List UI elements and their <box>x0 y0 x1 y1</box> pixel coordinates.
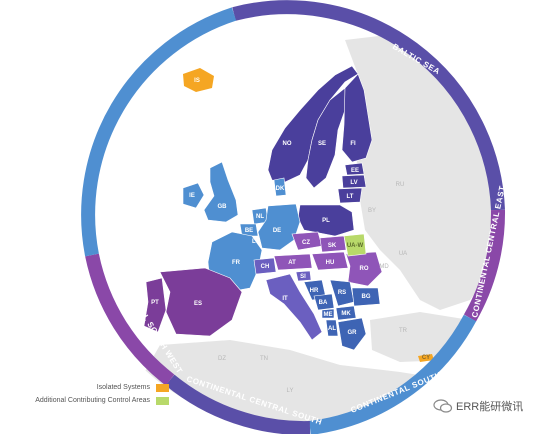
ring-segment-continental-central-east <box>463 209 506 322</box>
label-by: BY <box>368 208 376 214</box>
region-latvia <box>341 174 367 189</box>
label-md: MD <box>379 264 389 270</box>
label-dz: DZ <box>218 356 226 362</box>
label-mk: MK <box>341 311 351 317</box>
label-rs: RS <box>338 290 346 296</box>
legend-item-additional-areas: Additional Contributing Control Areas <box>12 394 169 407</box>
label-tn: TN <box>260 356 268 362</box>
region-montenegro <box>321 308 335 319</box>
label-it: IT <box>282 296 288 302</box>
label-ly: LY <box>287 388 294 394</box>
label-at: AT <box>288 260 296 266</box>
watermark-text: ERR能研微讯 <box>456 401 524 413</box>
legend-item-isolated-systems: Isolated Systems <box>12 381 169 394</box>
region-switzerland <box>253 257 277 275</box>
region-italy <box>265 273 323 341</box>
region-norway <box>267 65 359 183</box>
region-belgium <box>239 223 259 237</box>
ring-segment-continental-central-south <box>165 374 311 434</box>
label-de: DE <box>273 228 281 234</box>
watermark: ERR能研微讯 <box>433 398 523 414</box>
label-hr: HR <box>310 288 319 294</box>
label-ch: CH <box>261 264 270 270</box>
label-ie: IE <box>189 193 195 199</box>
legend-swatch <box>156 396 169 405</box>
region-slovakia <box>319 235 347 253</box>
label-lv: LV <box>350 180 357 186</box>
region-great-britain <box>203 161 239 223</box>
region-sweden <box>305 87 346 189</box>
region-portugal <box>143 277 167 333</box>
label-ee: EE <box>351 168 359 174</box>
region-romania <box>345 251 383 287</box>
legend: Isolated Systems Additional Contributing… <box>12 381 169 407</box>
label-lt: LT <box>347 194 354 200</box>
region-bosnia <box>313 293 335 311</box>
label-no: NO <box>283 141 292 147</box>
ring-segment-continental-south-west <box>85 253 175 386</box>
ring-segment-baltic-sea <box>232 0 505 211</box>
region-denmark <box>273 177 287 197</box>
label-dk: DK <box>276 186 285 192</box>
label-ro: RO <box>360 266 369 272</box>
region-ireland <box>182 182 205 209</box>
region-ukraine-west <box>343 233 367 257</box>
label-hu: HU <box>326 260 335 266</box>
label-gb: GB <box>218 204 228 210</box>
label-cz: CZ <box>302 240 310 246</box>
label-ba: BA <box>319 300 328 306</box>
region-cyprus <box>418 354 434 362</box>
label-fr: FR <box>232 260 241 266</box>
region-hungary <box>311 251 349 271</box>
region-bulgaria <box>351 287 381 307</box>
label-me: ME <box>324 312 333 318</box>
label-pl: PL <box>322 218 330 224</box>
label-lu: LU <box>252 239 260 245</box>
label-bg: BG <box>362 294 371 300</box>
label-be: BE <box>245 228 253 234</box>
label-al: AL <box>328 326 336 332</box>
label-ru: RU <box>396 182 405 188</box>
region-germany <box>257 203 301 251</box>
label-tr: TR <box>399 328 408 334</box>
label-cy: CY <box>422 355 430 361</box>
label-ua-w: UA-W <box>347 243 364 249</box>
legend-swatch <box>156 383 169 392</box>
label-si: SI <box>300 274 306 280</box>
label-sk: SK <box>328 243 337 249</box>
region-finland <box>341 73 373 163</box>
label-se: SE <box>318 141 326 147</box>
region-north-macedonia <box>335 305 357 321</box>
label-pt: PT <box>151 300 159 306</box>
label-gr: GR <box>348 330 358 336</box>
region-austria <box>273 253 313 271</box>
region-iceland <box>183 68 214 92</box>
legend-label: Additional Contributing Control Areas <box>35 397 150 404</box>
ring-segment-continental-south-east <box>309 314 477 434</box>
label-fi: FI <box>350 141 356 147</box>
region-slovenia <box>295 270 312 282</box>
label-ua: UA <box>399 251 407 257</box>
region-lithuania <box>337 187 363 204</box>
region-spain <box>159 267 243 337</box>
label-es: ES <box>194 301 202 307</box>
label-nl: NL <box>256 214 264 220</box>
legend-label: Isolated Systems <box>96 384 150 391</box>
region-greece <box>337 317 367 351</box>
region-estonia <box>344 162 365 176</box>
region-albania <box>325 319 339 337</box>
ring-segment-north-sea <box>81 7 237 257</box>
label-is: IS <box>194 78 200 84</box>
wechat-icon <box>433 399 453 413</box>
